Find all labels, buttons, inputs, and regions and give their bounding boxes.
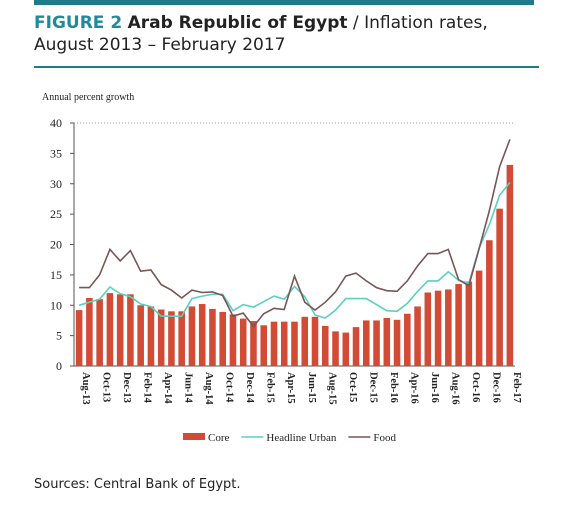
x-tick-label: Dec-13 — [121, 372, 132, 403]
bar — [147, 306, 155, 366]
y-tick-label: 40 — [50, 116, 62, 130]
line — [78, 181, 511, 319]
bar — [86, 297, 93, 366]
title-text: / Inflation rates, August 2013 – Februar… — [34, 13, 488, 55]
bar — [352, 327, 360, 366]
bar — [455, 283, 462, 366]
y-tick-label: 15 — [50, 268, 62, 282]
chart-title: FIGURE 2 Arab Republic of Egypt / Inflat… — [34, 12, 544, 56]
bar — [157, 309, 165, 366]
bar — [116, 294, 124, 366]
x-tick-label: Oct-13 — [101, 372, 112, 402]
bar — [270, 321, 278, 366]
x-tick-label: Aug-16 — [449, 372, 460, 405]
legend-label: Core — [208, 432, 230, 444]
bar — [363, 320, 370, 366]
x-tick-label: Dec-16 — [490, 372, 501, 403]
top-bar — [34, 0, 534, 5]
country: Arab Republic of Egypt — [127, 13, 348, 33]
bar — [127, 294, 134, 366]
bar — [168, 311, 175, 366]
y-tick-label: 20 — [50, 238, 62, 252]
bar — [178, 311, 185, 366]
bar — [219, 311, 226, 366]
bar — [96, 299, 103, 366]
bar — [475, 270, 483, 366]
bar — [414, 306, 421, 366]
x-tick-label: Jun-16 — [429, 372, 440, 403]
bar — [260, 325, 268, 366]
x-tick-label: Oct-14 — [224, 372, 235, 403]
bar — [137, 305, 144, 366]
legend-label: Headline Urban — [266, 432, 336, 444]
legend-swatch — [183, 433, 205, 440]
x-tick-label: Apr-15 — [285, 372, 296, 404]
x-tick-label: Aug-14 — [203, 372, 214, 405]
x-tick-label: Feb-14 — [142, 372, 153, 404]
bar — [280, 321, 288, 366]
bar — [106, 293, 114, 366]
bar — [383, 318, 391, 366]
x-tick-label: Apr-16 — [408, 372, 419, 404]
bar — [465, 281, 473, 366]
y-tick-label: 0 — [56, 359, 62, 373]
x-tick-label: Dec-15 — [367, 372, 378, 403]
bar — [229, 314, 237, 366]
line — [79, 139, 511, 328]
bar — [373, 320, 380, 366]
x-tick-label: Feb-17 — [511, 372, 522, 403]
y-axis-label: Annual percent growth — [42, 92, 134, 103]
y-tick-label: 30 — [50, 177, 62, 191]
bar — [404, 313, 411, 366]
x-tick-label: Oct-16 — [470, 372, 481, 402]
title-rule — [34, 66, 539, 68]
bar — [506, 164, 514, 366]
y-tick-label: 35 — [50, 146, 62, 160]
x-tick-label: Jun-14 — [183, 372, 194, 404]
y-tick-label: 25 — [50, 207, 62, 221]
bar — [250, 321, 257, 366]
bar — [321, 325, 329, 366]
bar — [75, 310, 83, 366]
bar — [188, 306, 196, 366]
x-tick-label: Jun-15 — [306, 372, 317, 403]
bar — [311, 316, 319, 366]
bar — [486, 240, 493, 366]
bar — [342, 332, 350, 366]
y-tick-label: 5 — [56, 329, 62, 343]
x-tick-label: Dec-14 — [244, 372, 255, 404]
x-tick-label: Apr-14 — [162, 372, 173, 404]
bar — [445, 289, 452, 366]
bar — [198, 304, 206, 366]
x-tick-label: Aug-15 — [326, 372, 337, 405]
x-tick-label: Feb-15 — [265, 372, 276, 403]
bar — [239, 318, 247, 366]
bar — [209, 308, 216, 366]
bar — [301, 316, 309, 366]
bar — [332, 331, 339, 366]
bar — [291, 321, 298, 366]
bar — [496, 208, 503, 366]
x-tick-label: Aug-13 — [80, 372, 91, 405]
x-tick-label: Feb-16 — [388, 372, 399, 403]
bar — [393, 319, 401, 366]
bar — [434, 290, 442, 366]
source: Sources: Central Bank of Egypt. — [34, 477, 241, 492]
y-tick-label: 10 — [50, 298, 62, 312]
x-tick-label: Oct-15 — [347, 372, 358, 402]
figure-label: FIGURE 2 — [34, 13, 123, 33]
legend-label: Food — [373, 432, 396, 444]
bar — [424, 292, 432, 366]
